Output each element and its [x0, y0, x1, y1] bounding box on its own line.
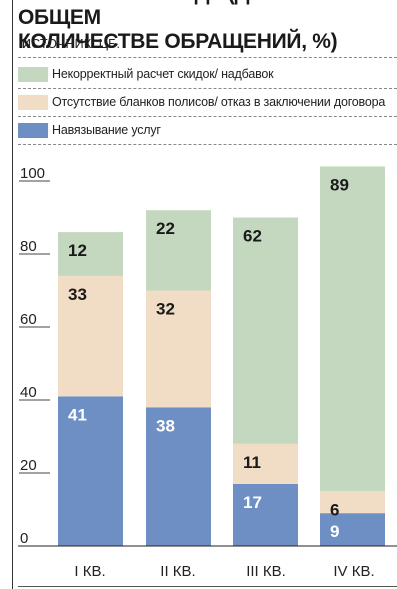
x-tick-label-2: II КВ. [160, 563, 195, 580]
x-tick-label-4: IV КВ. [333, 563, 374, 580]
legend-divider-1 [18, 88, 397, 89]
bar-4-series-1 [320, 513, 385, 546]
data-label-3-series-2: 11 [243, 453, 261, 472]
data-label-1-series-1: 41 [68, 405, 87, 424]
data-label-3-series-1: 17 [243, 493, 262, 512]
data-label-2-series-1: 38 [156, 416, 175, 435]
y-tick-label-80: 80 [20, 238, 37, 255]
bottom-rule [18, 586, 397, 587]
stacked-bar-chart: 0 20 40 60 80 100 41 33 12 I КВ. 38 32 22 II КВ. 17 11 6… [18, 165, 397, 580]
data-label-4-series-1: 9 [330, 522, 339, 541]
bar-1-series-2 [58, 275, 123, 397]
data-label-1-series-3: 12 [68, 241, 87, 260]
legend-swatch-pricing [18, 66, 48, 82]
x-tick-label-1: I КВ. [74, 563, 105, 580]
bar-2-series-2 [146, 290, 211, 408]
legend-item-pricing: Некорректный расчет скидок/ надбавок [18, 60, 397, 88]
bar-4-series-3 [320, 166, 385, 492]
bar-3-series-2 [233, 443, 298, 484]
chart-source: ИСТОЧНИК: ЦБ. [22, 37, 121, 51]
data-label-4-series-3: 89 [330, 175, 349, 194]
data-label-3-series-3: 62 [243, 227, 262, 246]
bar-3-series-1 [233, 483, 298, 546]
legend-item-refusal: Отсутствие бланков полисов/ отказ в закл… [18, 88, 397, 116]
y-tick-label-100: 100 [20, 165, 45, 182]
data-label-1-series-2: 33 [68, 285, 87, 304]
bar-1-series-1 [58, 396, 123, 546]
frame-left-border [12, 0, 13, 589]
legend-swatch-imposed [18, 122, 48, 138]
divider-top [18, 57, 397, 58]
data-label-2-series-3: 22 [156, 219, 175, 238]
y-tick-label-20: 20 [20, 457, 37, 474]
data-label-4-series-2: 6 [330, 500, 339, 519]
legend-divider-2 [18, 116, 397, 117]
bar-2-series-1 [146, 407, 211, 546]
chart-legend: Некорректный расчет скидок/ надбавок Отс… [18, 60, 397, 144]
bar-3-series-3 [233, 217, 298, 444]
bar-2-series-3 [146, 210, 211, 291]
bar-1-series-3 [58, 232, 123, 276]
bar-4-series-2 [320, 491, 385, 514]
y-tick-label-40: 40 [20, 384, 37, 401]
legend-swatch-refusal [18, 94, 48, 110]
chart-title: ОСАГО В 2015 ГОДУ (ДОЛЯ В ОБЩЕМ КОЛИЧЕСТ… [18, 0, 338, 53]
legend-label-refusal: Отсутствие бланков полисов/ отказ в закл… [52, 95, 386, 109]
legend-item-imposed: Навязывание услуг [18, 116, 397, 144]
legend-label-imposed: Навязывание услуг [52, 123, 161, 137]
data-label-2-series-2: 32 [156, 300, 175, 319]
legend-label-pricing: Некорректный расчет скидок/ надбавок [52, 67, 274, 81]
legend-divider-3 [18, 144, 397, 145]
y-tick-label-60: 60 [20, 311, 37, 328]
x-tick-label-3: III КВ. [246, 563, 286, 580]
y-tick-label-0: 0 [20, 530, 28, 547]
